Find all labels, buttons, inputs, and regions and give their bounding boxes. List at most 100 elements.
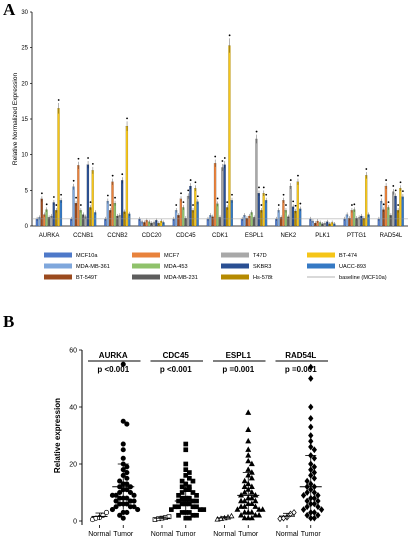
panel-a-label: A [3,0,16,19]
significance-dot [223,157,226,159]
x-category-label: Normal [276,531,299,538]
data-point [179,478,185,484]
significance-dot [106,194,109,197]
data-point [259,506,266,512]
bar [108,210,112,227]
bar [392,191,395,227]
category-label: PTTG1 [347,233,367,239]
legend-swatch [221,274,249,280]
significance-dot [380,194,383,197]
bar [113,203,117,227]
data-point [245,409,252,415]
significance-dot [214,155,217,158]
data-point [117,478,123,484]
data-point [300,506,307,513]
significance-dot [89,201,92,204]
bar [294,210,297,227]
legend-label: MDA-MB-231 [164,275,198,281]
bar [106,200,109,227]
x-category-label: Tumor [301,531,322,538]
data-point [113,498,119,504]
data-point [120,515,126,521]
significance-dot [351,204,353,206]
data-point [120,361,126,367]
data-point [315,491,321,499]
data-point [311,509,317,516]
data-point [179,495,185,501]
significance-dot [192,204,194,206]
significance-dot [277,204,280,206]
bar [401,196,404,227]
data-point [241,514,248,521]
bar [394,195,397,227]
significance-dot [189,179,192,181]
data-point [252,503,259,509]
data-point [124,464,130,470]
significance-dot [394,189,397,192]
legend-swatch [307,252,335,258]
legend-swatch [44,263,72,269]
data-point [187,495,192,501]
bar [40,198,43,227]
bar [311,220,314,227]
x-category-label: Tumor [113,531,134,538]
bar [279,217,283,227]
data-point [187,510,192,515]
gene-label: AURKA [99,351,128,360]
significance-dot [221,160,224,162]
data-point [308,437,314,445]
data-point [304,497,310,505]
data-point [103,509,110,516]
bar [213,163,217,227]
data-point [124,509,130,516]
data-point [248,489,255,495]
data-point [311,454,317,462]
data-point [187,487,192,492]
data-point [176,493,181,498]
y-tick-label: 15 [21,117,28,123]
data-point [169,507,174,512]
bar [399,188,402,227]
bar [326,221,329,227]
bar [284,210,287,227]
bar [230,200,233,227]
data-point [183,461,189,467]
data-point [113,504,119,510]
data-point [117,501,123,507]
significance-dot [399,181,402,184]
p-value-label: p =0.001 [285,365,317,374]
bar [74,203,78,227]
data-point [109,492,116,498]
bar [84,216,87,227]
bar [223,164,226,227]
bar [252,217,256,227]
data-point [248,514,255,521]
data-point [120,447,126,453]
significance-dot [52,196,55,198]
data-point [127,489,134,496]
significance-dot [265,193,268,196]
data-point [245,446,252,452]
bar [277,210,280,227]
bar [52,202,55,227]
y-tick-label: 30 [21,10,28,16]
category-label: CCNB1 [73,233,94,239]
bar [314,223,317,227]
significance-dot [40,192,43,195]
data-point [190,490,196,495]
data-point [291,509,297,516]
bar [111,181,114,227]
bar [77,165,80,227]
data-point [179,501,185,507]
data-point [311,489,317,496]
bar [350,210,353,227]
bar [260,210,263,227]
legend-label: MCF7 [164,253,179,259]
bar [348,218,351,227]
data-point [183,473,189,478]
bar [287,216,290,227]
y-tick-label: 60 [69,348,77,355]
bar [45,209,48,227]
significance-dot [382,203,385,206]
